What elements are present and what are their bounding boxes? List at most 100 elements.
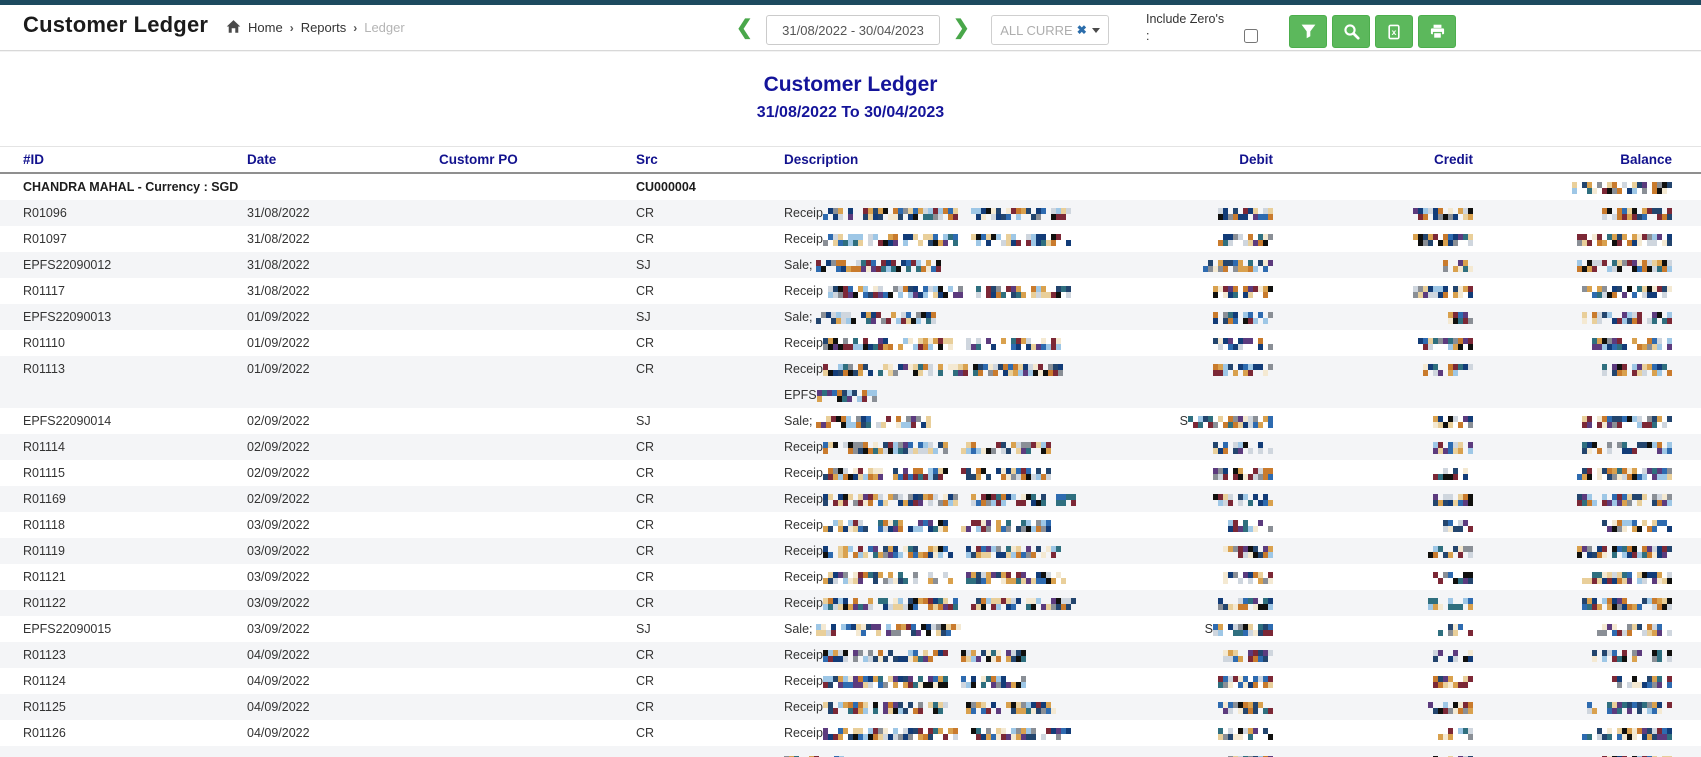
row-credit (1273, 310, 1473, 324)
redacted-pixelated-value (815, 623, 961, 636)
row-src: SJ (636, 310, 651, 324)
table-row: R01124 04/09/2022 CR Receip (0, 668, 1701, 694)
redacted-pixelated-value (1592, 337, 1672, 350)
row-debit: S (1100, 622, 1273, 636)
row-description: Sale; (784, 252, 1100, 278)
breadcrumb-current: Ledger (364, 20, 405, 35)
redacted-pixelated-value (1213, 441, 1273, 454)
redacted-pixelated-value (960, 675, 1026, 688)
row-id: R01119 (23, 544, 65, 558)
redacted-pixelated-value (1597, 623, 1672, 636)
next-period-arrow[interactable]: ❯ (953, 17, 970, 39)
redacted-pixelated-value (1582, 441, 1672, 454)
clear-currency-icon[interactable]: ✖ (1076, 23, 1087, 37)
row-id: R01169 (23, 492, 66, 506)
breadcrumb-separator: › (353, 20, 358, 35)
redacted-pixelated-value (1413, 207, 1473, 220)
redacted-pixelated-value (965, 337, 1061, 350)
redacted-pixelated-value (970, 493, 1076, 506)
col-header-id: #ID (23, 152, 45, 167)
redacted-pixelated-value (815, 259, 941, 272)
breadcrumb-separator: › (289, 20, 294, 35)
row-credit (1273, 518, 1473, 532)
row-balance (1473, 570, 1701, 584)
row-date: 03/09/2022 (247, 518, 310, 532)
group-balance-redacted (1473, 180, 1701, 194)
redacted-pixelated-value (1223, 649, 1273, 662)
redacted-pixelated-value (1602, 363, 1672, 376)
date-range-input[interactable] (766, 15, 940, 45)
row-date: 02/09/2022 (247, 466, 310, 480)
redacted-pixelated-value (1433, 675, 1473, 688)
redacted-pixelated-value (1413, 233, 1473, 246)
row-src: CR (636, 570, 655, 584)
row-date: 04/09/2022 (247, 674, 310, 688)
redacted-pixelated-value (822, 675, 948, 688)
table-row: EPFS22090013 01/09/2022 SJ Sale; (0, 304, 1701, 330)
row-date: 04/09/2022 (247, 700, 310, 714)
redacted-pixelated-value (1228, 519, 1273, 532)
row-debit (1100, 356, 1273, 382)
row-src: CR (636, 544, 655, 558)
redacted-pixelated-value (1218, 207, 1273, 220)
row-date: 03/09/2022 (247, 544, 310, 558)
row-description: Receip (784, 694, 1100, 720)
redacted-pixelated-value (1438, 727, 1473, 740)
row-src: SJ (636, 414, 651, 428)
row-debit (1100, 518, 1273, 532)
redacted-pixelated-value (822, 493, 958, 506)
redacted-pixelated-value (1218, 675, 1273, 688)
toolbar: x (1289, 15, 1456, 48)
search-button[interactable] (1332, 15, 1370, 48)
row-balance (1473, 232, 1701, 246)
row-date: 02/09/2022 (247, 492, 310, 506)
row-debit (1100, 336, 1273, 350)
redacted-pixelated-value (1433, 649, 1473, 662)
row-balance (1473, 674, 1701, 688)
table-row: R01125 04/09/2022 CR Receip (0, 694, 1701, 720)
export-excel-button[interactable]: x (1375, 15, 1413, 48)
include-zeros-checkbox[interactable] (1244, 29, 1258, 43)
breadcrumb-reports[interactable]: Reports (300, 20, 347, 35)
redacted-pixelated-value (1433, 441, 1473, 454)
redacted-pixelated-value (1213, 493, 1273, 506)
currency-filter-dropdown[interactable]: ALL CURRE ✖ (991, 15, 1109, 45)
row-balance (1473, 518, 1701, 532)
breadcrumb-home[interactable]: Home (248, 20, 283, 35)
row-id: EPFS22090015 (23, 622, 112, 636)
redacted-pixelated-value (965, 571, 1066, 584)
print-button[interactable] (1418, 15, 1456, 48)
redacted-pixelated-value (1418, 337, 1473, 350)
row-src: CR (636, 518, 655, 532)
table-row: R01110 01/09/2022 CR Receip (0, 330, 1701, 356)
row-description: Receip (784, 590, 1100, 616)
row-description: Receip (784, 278, 1100, 304)
redacted-pixelated-value (1582, 311, 1672, 324)
redacted-pixelated-value (822, 727, 958, 740)
filter-icon (1300, 23, 1317, 40)
table-row: R01121 03/09/2022 CR Receip (0, 564, 1701, 590)
home-icon[interactable] (226, 19, 241, 34)
row-date: 04/09/2022 (247, 726, 310, 740)
row-debit (1100, 596, 1273, 610)
row-date: 03/09/2022 (247, 622, 310, 636)
row-src: SJ (636, 622, 651, 636)
redacted-pixelated-value (1448, 311, 1473, 324)
report-title: Customer Ledger (763, 73, 938, 96)
prev-period-arrow[interactable]: ❮ (736, 17, 753, 39)
redacted-pixelated-value (1423, 493, 1473, 506)
row-credit (1273, 206, 1473, 220)
row-description: Receip (784, 460, 1100, 486)
ledger-table: #ID Date Customr PO Src Description Debi… (0, 146, 1701, 757)
filter-button[interactable] (1289, 15, 1327, 48)
row-date: 01/09/2022 (247, 362, 310, 376)
redacted-pixelated-value (1577, 259, 1672, 272)
row-date: 04/09/2022 (247, 648, 310, 662)
row-credit (1273, 674, 1473, 688)
col-header-src: Src (636, 152, 658, 167)
row-credit (1273, 466, 1473, 480)
redacted-pixelated-value (1577, 467, 1672, 480)
svg-text:x: x (1392, 27, 1397, 37)
row-id: R01114 (23, 440, 65, 454)
row-date: 01/09/2022 (247, 310, 310, 324)
